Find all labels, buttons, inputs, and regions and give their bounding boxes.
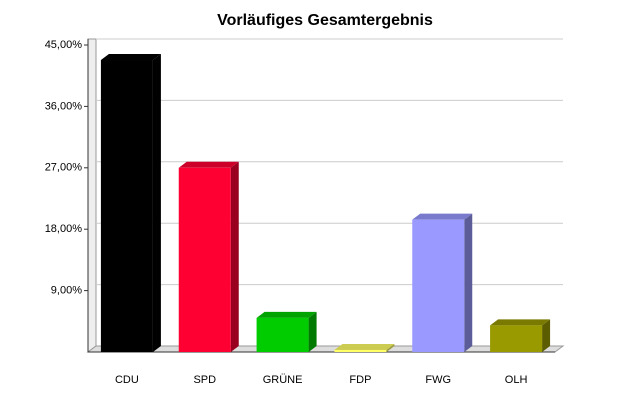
x-tick-label: SPD: [193, 374, 216, 386]
x-tick-label: FWG: [425, 374, 451, 386]
bar-top: [412, 213, 473, 220]
bar-side: [152, 54, 161, 353]
y-tick-label: 9,00%: [51, 285, 82, 297]
bar: [256, 317, 309, 352]
back-wall: [87, 38, 97, 353]
y-tick-label: 27,00%: [45, 162, 83, 174]
y-tick-label: 36,00%: [45, 100, 83, 112]
bar-side: [464, 213, 473, 352]
bar-top: [490, 319, 551, 326]
bar-top: [100, 54, 161, 61]
bar: [412, 219, 465, 352]
chart-title: Vorläufiges Gesamtergebnis: [217, 12, 433, 29]
bar-top: [256, 311, 317, 318]
x-tick-label: GRÜNE: [263, 374, 303, 386]
x-tick-label: OLH: [505, 374, 528, 386]
y-tick-label: 18,00%: [45, 223, 83, 235]
bar: [334, 349, 387, 352]
bar-side: [230, 161, 239, 352]
bar-side: [308, 311, 317, 352]
bar: [490, 325, 543, 352]
bar-top: [178, 161, 239, 168]
x-tick-label: FDP: [349, 374, 371, 386]
bar-side: [386, 343, 395, 352]
bar: [178, 167, 231, 352]
bar-top: [334, 343, 395, 350]
bar-side: [542, 319, 551, 352]
bar: [100, 60, 153, 353]
y-tick-label: 45,00%: [45, 39, 83, 51]
x-tick-label: CDU: [115, 374, 139, 386]
